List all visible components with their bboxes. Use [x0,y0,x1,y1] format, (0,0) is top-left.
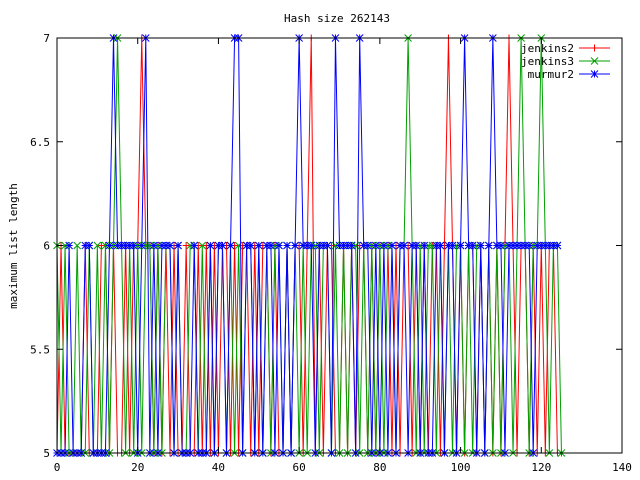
point-jenkins3-36 [198,241,207,250]
x-tick-label-7: 140 [612,461,632,474]
y-tick-label-2: 6 [43,240,50,253]
point-murmur2-19 [129,241,138,250]
legend-marker-jenkins3 [590,57,599,65]
point-murmur2-77 [363,241,372,250]
point-murmur2-98 [448,241,457,250]
x-tick-label-4: 80 [373,461,386,474]
point-murmur2-21 [137,241,146,250]
point-murmur2-117 [525,241,534,250]
point-murmur2-95 [436,241,445,250]
point-murmur2-53 [267,241,275,250]
x-tick-label-0: 0 [54,461,61,474]
x-tick-label-6: 120 [531,461,551,474]
point-murmur2-41 [218,241,227,250]
legend-marker-murmur2 [590,70,599,78]
point-murmur2-8 [85,241,94,250]
point-murmur2-103 [468,241,477,250]
point-murmur2-48 [246,241,255,250]
point-murmur2-105 [476,241,485,250]
legend-label-murmur2: murmur2 [528,68,574,81]
point-murmur2-86 [400,241,408,250]
x-tick-label-1: 20 [131,461,144,474]
point-murmur2-50 [254,241,263,250]
point-murmur2-38 [206,241,215,250]
point-murmur2-34 [190,241,199,250]
point-murmur2-3 [65,241,73,250]
point-murmur2-55 [275,241,283,250]
y-tick-label-4: 7 [43,32,50,45]
point-murmur2-13 [105,241,114,250]
point-murmur2-110 [497,241,505,250]
point-murmur2-91 [420,241,429,250]
point-murmur2-73 [347,241,356,250]
point-murmur2-59 [291,241,299,250]
point-murmur2-100 [456,241,465,250]
point-murmur2-81 [380,241,388,250]
chart-title: Hash size 262143 [284,12,390,25]
point-murmur2-43 [226,241,235,250]
point-murmur2-83 [388,241,396,250]
point-murmur2-124 [553,241,562,250]
point-jenkins3-5 [73,241,82,250]
y-axis-label: maximum list length [7,183,20,309]
y-tick-label-1: 5.5 [30,343,50,356]
x-tick-label-2: 40 [212,461,225,474]
legend-label-jenkins3: jenkins3 [521,55,574,68]
y-tick-label-3: 6.5 [30,136,50,149]
point-murmur2-63 [307,241,316,250]
point-murmur2-89 [412,241,421,250]
legend-label-jenkins2: jenkins2 [521,42,574,55]
point-jenkins2-32 [182,242,190,249]
x-tick-label-3: 60 [293,461,306,474]
point-murmur2-57 [283,241,291,250]
point-murmur2-30 [174,241,182,250]
point-murmur2-67 [323,241,332,250]
y-tick-label-0: 5 [43,447,50,460]
point-murmur2-79 [371,241,380,250]
point-murmur2-107 [484,241,493,250]
point-jenkins3-10 [93,241,102,250]
point-murmur2-28 [166,241,174,250]
legend-marker-jenkins2 [591,44,598,52]
point-murmur2-24 [150,241,158,250]
x-tick-label-5: 100 [451,461,471,474]
